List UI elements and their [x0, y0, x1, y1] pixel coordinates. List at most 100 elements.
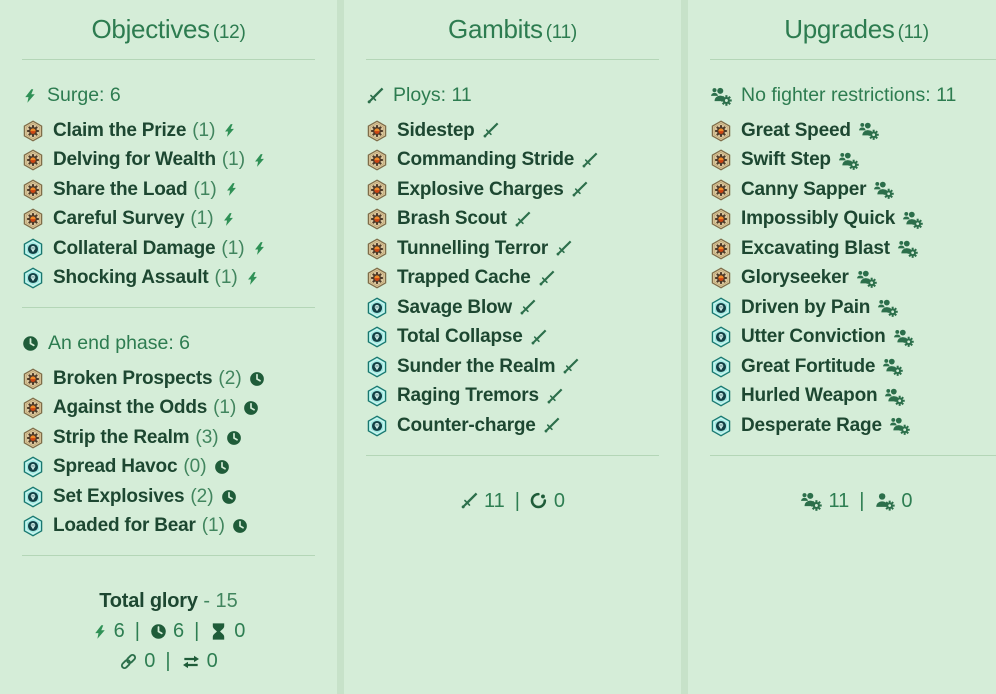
card-row[interactable]: Great Fortitude [710, 352, 996, 382]
stats-row: 0 | 0 [22, 650, 315, 673]
card-row[interactable]: Swift Step [710, 146, 996, 176]
card-row[interactable]: Spread Havoc (0) [22, 453, 315, 483]
card-row[interactable]: Sunder the Realm [366, 352, 659, 382]
card-row[interactable]: Loaded for Bear (1) [22, 512, 315, 542]
card-name: Commanding Stride [397, 149, 575, 171]
card-row[interactable]: Trapped Cache [366, 264, 659, 294]
lightning-icon [221, 212, 236, 227]
sword-icon [546, 388, 563, 405]
card-name: Broken Prospects [53, 367, 213, 389]
hex-skull-icon [22, 267, 44, 289]
card-row[interactable]: Brash Scout [366, 205, 659, 235]
divider [366, 454, 659, 456]
lightning-icon [224, 182, 239, 197]
card-count: (1) [192, 119, 216, 141]
divider [366, 59, 659, 60]
clock-icon [214, 459, 230, 475]
card-row[interactable]: Commanding Stride [366, 146, 659, 176]
card-name: Collateral Damage [53, 237, 216, 259]
hex-gear-icon [710, 208, 732, 230]
card-row[interactable]: Collateral Damage (1) [22, 234, 315, 264]
card-name: Raging Tremors [397, 385, 539, 407]
card-row[interactable]: Strip the Realm (3) [22, 423, 315, 453]
card-row[interactable]: Against the Odds (1) [22, 394, 315, 424]
column-count: (12) [212, 22, 246, 43]
card-name: Hurled Weapon [741, 385, 878, 407]
card-row[interactable]: Sidestep [366, 116, 659, 146]
hex-gear-icon [22, 368, 44, 390]
card-name: Great Fortitude [741, 355, 876, 377]
card-row[interactable]: Desperate Rage [710, 411, 996, 441]
card-row[interactable]: Delving for Wealth (1) [22, 146, 315, 176]
card-name: Explosive Charges [397, 178, 564, 200]
section-header: No fighter restrictions: 11 [710, 84, 996, 107]
card-row[interactable]: Great Speed [710, 116, 996, 146]
card-row[interactable]: Total Collapse [366, 323, 659, 353]
card-footer: Total glory - 15 6 | 6 | 0 0 | 0 [22, 590, 315, 673]
section-label: Ploys: 11 [393, 84, 472, 106]
hourglass-icon [209, 622, 228, 641]
card-row[interactable]: Raging Tremors [366, 382, 659, 412]
card-row[interactable]: Explosive Charges [366, 175, 659, 205]
user-gear-icon [874, 491, 896, 512]
stats-separator: | [165, 650, 171, 672]
card-name: Counter-charge [397, 414, 536, 436]
card-row[interactable]: Canny Sapper [710, 175, 996, 205]
column-title-upgrades: Upgrades (11) [784, 14, 929, 44]
card-row[interactable]: Hurled Weapon [710, 382, 996, 412]
card-name: Spread Havoc [53, 456, 178, 478]
card-count: (1) [214, 267, 238, 289]
column-count: (11) [545, 22, 577, 43]
hex-gear-icon [22, 427, 44, 449]
stat-value: 0 [144, 650, 156, 672]
lightning-icon [252, 153, 267, 168]
card-row[interactable]: Counter-charge [366, 411, 659, 441]
hex-gear-icon [22, 397, 44, 419]
sword-icon [514, 211, 531, 228]
card-row[interactable]: Excavating Blast [710, 234, 996, 264]
divider [22, 59, 315, 60]
hex-skull-icon [366, 415, 388, 437]
section-header: Ploys: 11 [366, 84, 659, 107]
stat-value: 6 [113, 620, 125, 642]
card-row[interactable]: Careful Survey (1) [22, 205, 315, 235]
card-row[interactable]: Share the Load (1) [22, 175, 315, 205]
card-row[interactable]: Claim the Prize (1) [22, 116, 315, 146]
users-gear-icon [893, 327, 914, 348]
card-name: Loaded for Bear [53, 515, 196, 537]
clock-icon [243, 400, 259, 416]
stat-value: 11 [828, 489, 850, 512]
card-row[interactable]: Impossibly Quick [710, 205, 996, 235]
card-name: Sidestep [397, 119, 475, 141]
stat-value: 0 [234, 620, 246, 642]
card-row[interactable]: Gloryseeker [710, 264, 996, 294]
card-name: Driven by Pain [741, 296, 871, 318]
users-gear-icon [902, 209, 923, 230]
objectives-card-list: Surge: 6 Claim the Prize (1) Delving for We… [22, 84, 315, 673]
card-name: Gloryseeker [741, 267, 849, 289]
hex-skull-icon [710, 356, 732, 378]
card-row[interactable]: Driven by Pain [710, 293, 996, 323]
upgrades-column: Upgrades (11) No fighter restrictions: 11… [688, 0, 996, 694]
hex-skull-icon [710, 385, 732, 407]
card-row[interactable]: Utter Conviction [710, 323, 996, 353]
card-row[interactable]: Shocking Assault (1) [22, 264, 315, 294]
card-list: Claim the Prize (1) Delving for Wealth (1) S… [22, 116, 315, 293]
hex-skull-icon [710, 326, 732, 348]
hex-gear-icon [22, 208, 44, 230]
card-row[interactable]: Savage Blow [366, 293, 659, 323]
users-gear-icon [856, 268, 877, 289]
card-name: Shocking Assault [53, 267, 209, 289]
card-row[interactable]: Tunnelling Terror [366, 234, 659, 264]
divider [22, 307, 315, 308]
stat-value: 0 [901, 489, 913, 512]
lightning-icon [252, 241, 267, 256]
card-name: Strip the Realm [53, 426, 190, 448]
column-count: (11) [897, 22, 929, 43]
card-row[interactable]: Broken Prospects (2) [22, 364, 315, 394]
hex-skull-icon [22, 515, 44, 537]
card-row[interactable]: Set Explosives (2) [22, 482, 315, 512]
card-list: Great Speed Swift Step Canny Sapper Impossi… [710, 116, 996, 441]
sword-icon [530, 329, 547, 346]
